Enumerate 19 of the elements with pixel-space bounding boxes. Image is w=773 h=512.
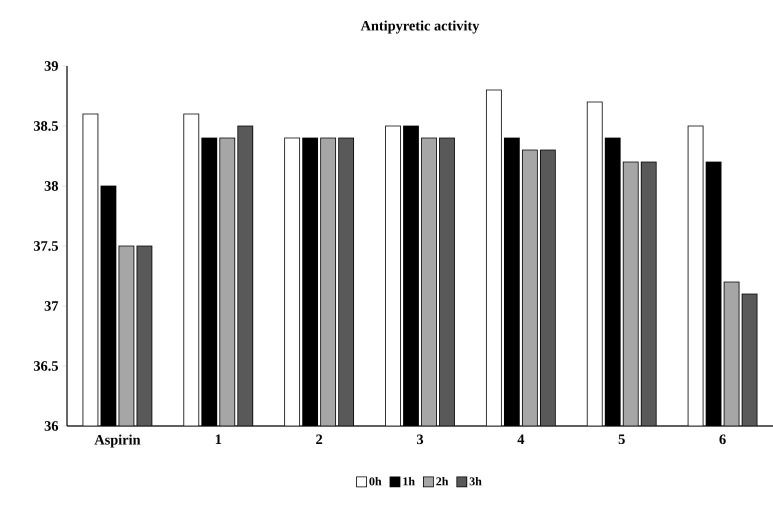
y-tick-label: 36.5 (34, 361, 58, 371)
x-tick-label: 6 (719, 434, 726, 444)
x-tick-label: 3 (416, 434, 424, 444)
legend-label: 1h (403, 476, 415, 486)
y-tick-label: 36 (44, 421, 58, 431)
y-tick-label: 37.5 (34, 241, 58, 251)
legend-label: 3h (470, 476, 482, 486)
y-tick-label: 37 (44, 301, 58, 311)
x-tick-label: 2 (316, 434, 322, 444)
legend-label: 2h (436, 476, 448, 486)
chart-title: Antipyretic activity (360, 20, 480, 34)
legend-label: 0h (369, 476, 382, 486)
x-tick-label: 4 (517, 434, 524, 444)
y-tick-label: 38 (44, 181, 58, 191)
x-tick-label: Aspirin (94, 434, 140, 448)
x-tick-label: 1 (216, 434, 222, 444)
y-tick-label: 38.5 (34, 121, 58, 131)
y-tick-label: 39 (44, 61, 58, 71)
x-tick-label: 5 (618, 434, 625, 444)
